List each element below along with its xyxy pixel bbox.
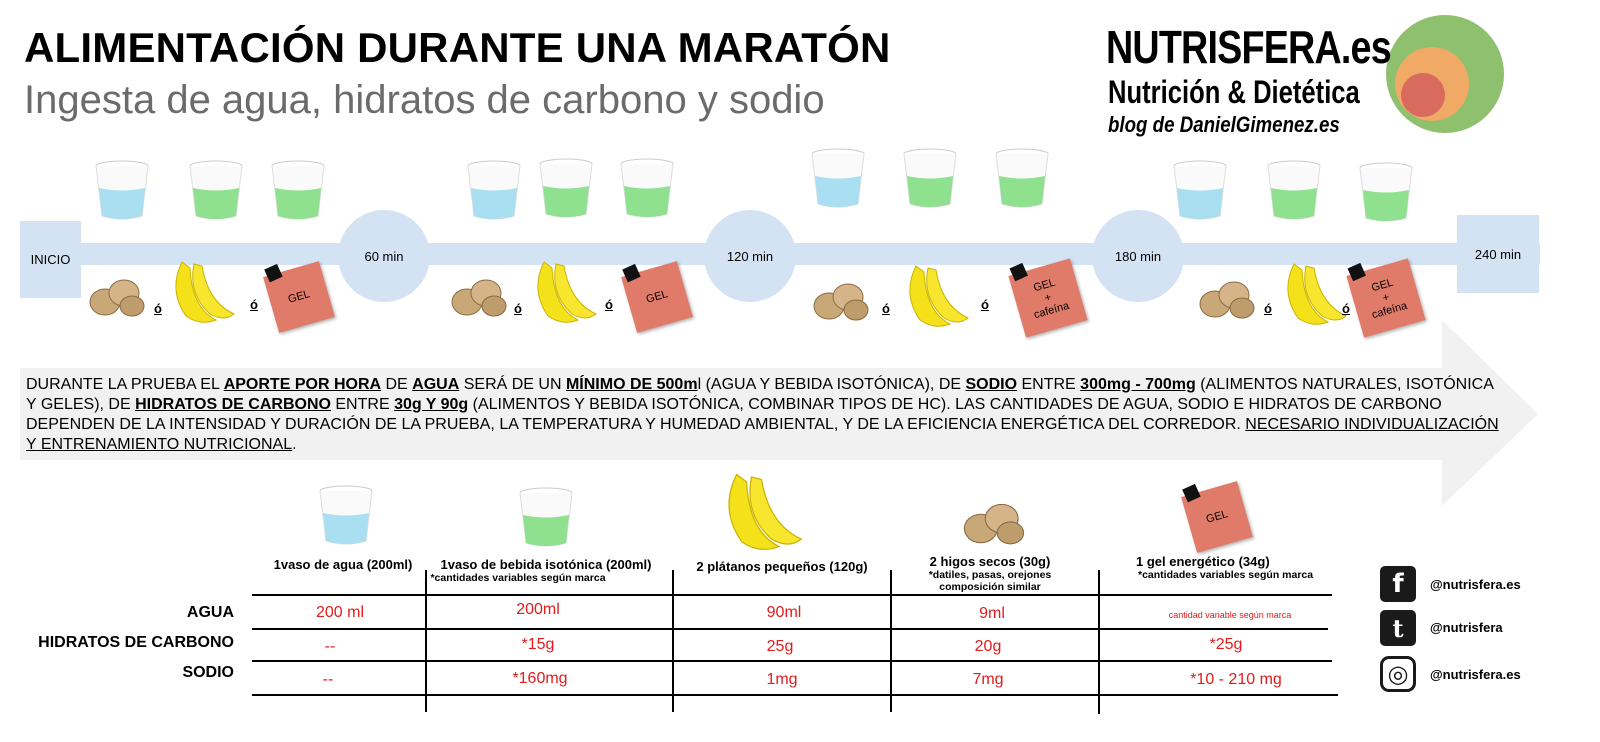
column-gel: 1 gel energético (34g) (1136, 554, 1270, 569)
water-glass-icon (319, 485, 373, 545)
isotonic-glass-icon (189, 160, 243, 220)
table-divider (1098, 570, 1100, 714)
timeline-stop-180: 180 min (1092, 210, 1184, 302)
logo-inner-circle (1401, 73, 1445, 117)
timeline-end: 240 min (1457, 215, 1539, 293)
table-divider (425, 570, 427, 712)
water-glass-icon (811, 148, 865, 208)
column-gel-note: *cantidades variables según marca (1138, 569, 1314, 581)
brand-blog: blog de DanielGimenez.es (1108, 112, 1340, 137)
table-cell: 200 ml (315, 604, 365, 621)
dried-fig-icon (813, 283, 869, 321)
timeline-start: INICIO (20, 221, 81, 298)
table-cell: -- (322, 671, 334, 688)
banana-icon (537, 261, 597, 323)
dried-fig-icon (89, 279, 145, 317)
or-label: ó (250, 297, 258, 312)
table-rule (252, 694, 1338, 696)
table-cell: *15g (521, 636, 555, 653)
table-cell: 90ml (766, 604, 802, 621)
row-label-sodium: SODIO (182, 664, 234, 681)
facebook-handle[interactable]: @nutrisfera.es (1430, 577, 1521, 592)
table-cell: 9ml (979, 605, 1005, 622)
main-title: ALIMENTACIÓN DURANTE UNA MARATÓN (24, 24, 891, 71)
isotonic-glass-icon (519, 487, 573, 547)
or-label: ó (514, 301, 522, 316)
twitter-icon[interactable]: t (1380, 610, 1416, 646)
column-water: 1vaso de agua (200ml) (273, 557, 413, 572)
table-cell: 25g (766, 638, 794, 655)
table-rule (252, 660, 1332, 662)
table-cell: -- (324, 638, 336, 655)
banana-icon (728, 473, 803, 550)
twitter-handle[interactable]: @nutrisfera (1430, 620, 1503, 635)
timeline-stop-60: 60 min (338, 210, 430, 302)
isotonic-glass-icon (1359, 162, 1413, 222)
isotonic-glass-icon (620, 158, 674, 218)
table-cell: 7mg (972, 671, 1004, 688)
isotonic-glass-icon (995, 148, 1049, 208)
row-label-water: AGUA (186, 604, 234, 621)
instagram-handle[interactable]: @nutrisfera.es (1430, 667, 1521, 682)
timeline-stop-120: 120 min (704, 210, 796, 302)
or-label: ó (981, 297, 989, 312)
table-divider (672, 570, 674, 712)
banana-icon (909, 265, 969, 327)
water-glass-icon (1173, 160, 1227, 220)
water-glass-icon (95, 160, 149, 220)
table-rule (252, 628, 1328, 630)
brand-name: NUTRISFERA.es (1106, 21, 1392, 73)
or-label: ó (154, 301, 162, 316)
table-cell: cantidad variable según marca (1168, 610, 1292, 620)
or-label: ó (882, 301, 890, 316)
table-cell: *25g (1209, 636, 1243, 653)
facebook-icon[interactable]: f (1380, 566, 1416, 602)
isotonic-glass-icon (1267, 160, 1321, 220)
column-banana: 2 plátanos pequeños (120g) (696, 559, 868, 574)
dried-fig-icon (963, 503, 1025, 545)
table-cell: *10 - 210 mg (1190, 671, 1282, 688)
or-label: ó (1264, 301, 1272, 316)
subtitle: Ingesta de agua, hidratos de carbono y s… (24, 78, 825, 122)
info-paragraph: DURANTE LA PRUEBA EL APORTE POR HORA DE … (26, 376, 1499, 453)
dried-fig-icon (1199, 281, 1255, 319)
column-figs: 2 higos secos (30g) (929, 554, 1051, 569)
info-arrow-band (20, 320, 1538, 506)
column-figs-note: *datiles, pasas, orejones composición sim… (928, 569, 1052, 593)
isotonic-glass-icon (271, 160, 325, 220)
isotonic-glass-icon (539, 158, 593, 218)
row-label-carbs: HIDRATOS DE CARBONO (38, 634, 234, 651)
column-isotonic: 1vaso de bebida isotónica (200ml) (440, 557, 652, 572)
column-isotonic-note: *cantidades variables según marca (430, 572, 606, 584)
or-label: ó (605, 297, 613, 312)
table-cell: *160mg (512, 670, 568, 687)
brand-tagline: Nutrición & Dietética (1108, 74, 1360, 110)
table-cell: 200ml (516, 601, 560, 618)
table-divider (890, 570, 892, 712)
isotonic-glass-icon (903, 148, 957, 208)
instagram-icon[interactable]: ◎ (1380, 656, 1416, 692)
dried-fig-icon (451, 279, 507, 317)
banana-icon (175, 261, 235, 323)
table-rule (252, 594, 1332, 596)
banana-icon (1287, 263, 1347, 325)
water-glass-icon (467, 160, 521, 220)
table-cell: 20g (974, 638, 1002, 655)
table-cell: 1mg (766, 671, 798, 688)
or-label: ó (1342, 301, 1350, 316)
